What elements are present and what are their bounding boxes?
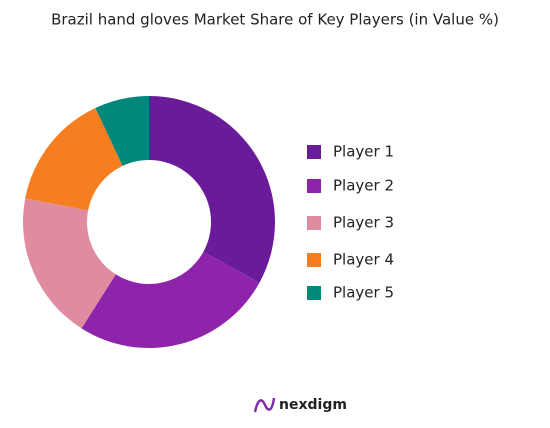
slice [22,198,116,329]
legend-label: Player 3 [333,214,394,232]
legend-label: Player 4 [333,251,394,269]
slice [95,96,149,166]
slice [149,96,275,283]
slice [81,251,260,348]
legend-swatch [307,216,321,230]
logo-icon [253,397,276,413]
brand-logo: nexdigm [253,397,347,413]
slice [25,107,123,211]
brand-name: nexdigm [279,397,347,413]
legend-label: Player 1 [333,143,394,161]
legend-label: Player 2 [333,177,394,195]
legend-swatch [307,145,321,159]
legend-label: Player 5 [333,284,394,302]
legend-swatch [307,179,321,193]
legend-swatch [307,253,321,267]
legend-swatch [307,286,321,300]
chart-title: Brazil hand gloves Market Share of Key P… [51,11,499,29]
